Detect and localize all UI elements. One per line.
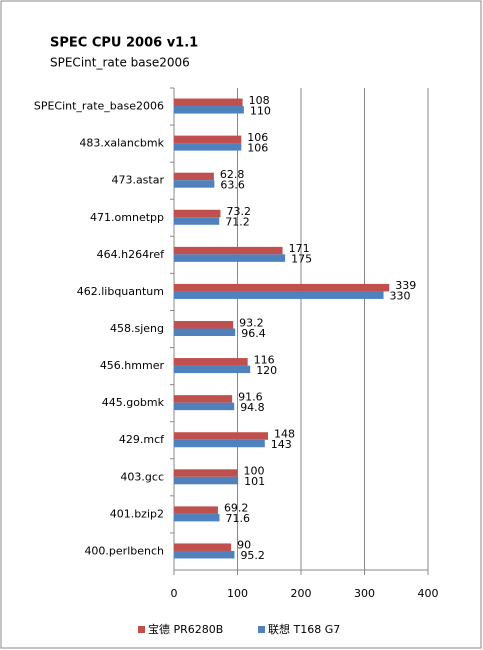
data-label: 95.2 xyxy=(240,549,265,562)
bar xyxy=(174,365,251,374)
y-tick-label: 400.perlbench xyxy=(84,544,164,557)
data-label: 143 xyxy=(271,438,292,451)
y-tick-label: 473.astar xyxy=(111,174,164,187)
data-label: 330 xyxy=(390,290,411,303)
data-label: 101 xyxy=(244,475,265,488)
y-tick-label: 401.bzip2 xyxy=(110,507,164,520)
data-label: 94.8 xyxy=(240,401,265,414)
y-tick-label: 458.sjeng xyxy=(110,322,164,335)
data-label: 96.4 xyxy=(241,327,265,340)
data-label: 171 xyxy=(289,242,310,255)
data-label: 108 xyxy=(249,94,270,107)
y-tick-label: 471.omnetpp xyxy=(90,211,164,224)
bar xyxy=(174,439,265,448)
bar xyxy=(174,402,235,411)
bar xyxy=(174,432,268,440)
x-tick-label: 100 xyxy=(227,587,248,600)
data-label: 71.6 xyxy=(225,512,250,525)
bar xyxy=(174,98,243,107)
data-label: 110 xyxy=(250,104,271,117)
bar xyxy=(174,246,283,255)
x-tick-label: 300 xyxy=(354,587,375,600)
data-label: 106 xyxy=(247,131,268,144)
y-tick-label: 403.gcc xyxy=(120,470,164,483)
bar xyxy=(174,506,218,514)
data-label: 100 xyxy=(244,465,265,478)
legend-label: 宝德 PR6280B xyxy=(148,622,223,636)
bar xyxy=(174,254,286,262)
y-tick-label: SPECint_rate_base2006 xyxy=(34,100,164,113)
y-tick-label: 429.mcf xyxy=(119,433,165,446)
chart-title: SPEC CPU 2006 v1.1 xyxy=(50,36,198,51)
bar xyxy=(174,328,236,336)
bar xyxy=(174,291,384,299)
bar xyxy=(174,106,244,114)
x-tick-label: 0 xyxy=(171,587,178,600)
bar xyxy=(174,469,238,477)
y-tick-label: 462.libquantum xyxy=(77,285,164,298)
bar xyxy=(174,217,220,225)
bar xyxy=(174,513,220,522)
legend-swatch xyxy=(138,626,145,633)
data-label: 93.2 xyxy=(239,316,264,329)
bar xyxy=(174,476,239,485)
chart-subtitle: SPECint_rate base2006 xyxy=(50,56,190,70)
data-label: 90 xyxy=(237,539,251,552)
data-label: 339 xyxy=(395,279,416,292)
y-tick-label: 464.h264ref xyxy=(97,248,166,261)
bar xyxy=(174,321,234,329)
bar xyxy=(174,209,221,218)
data-label: 71.2 xyxy=(225,216,250,229)
bar xyxy=(174,135,242,144)
data-label: 69.2 xyxy=(224,502,249,515)
data-label: 116 xyxy=(254,353,275,366)
data-label: 106 xyxy=(247,141,268,154)
y-tick-label: 456.hmmer xyxy=(100,359,165,372)
bar xyxy=(174,358,248,366)
y-tick-label: 445.gobmk xyxy=(102,396,165,409)
data-label: 175 xyxy=(291,253,312,266)
data-label: 91.6 xyxy=(238,390,263,403)
y-tick-label: 483.xalancbmk xyxy=(79,137,164,150)
bar xyxy=(174,550,235,559)
data-label: 73.2 xyxy=(226,205,251,218)
x-tick-label: 400 xyxy=(418,587,439,600)
bar xyxy=(174,143,242,151)
legend-swatch xyxy=(258,626,265,633)
bar xyxy=(174,283,390,292)
legend-label: 联想 T168 G7 xyxy=(268,622,340,636)
data-label: 120 xyxy=(256,364,277,377)
data-label: 148 xyxy=(274,427,295,440)
data-label: 63.6 xyxy=(220,178,245,191)
x-tick-label: 200 xyxy=(291,587,312,600)
bar xyxy=(174,395,233,403)
data-label: 62.8 xyxy=(220,168,245,181)
bar xyxy=(174,180,215,188)
bar xyxy=(174,172,214,181)
bar xyxy=(174,543,232,551)
